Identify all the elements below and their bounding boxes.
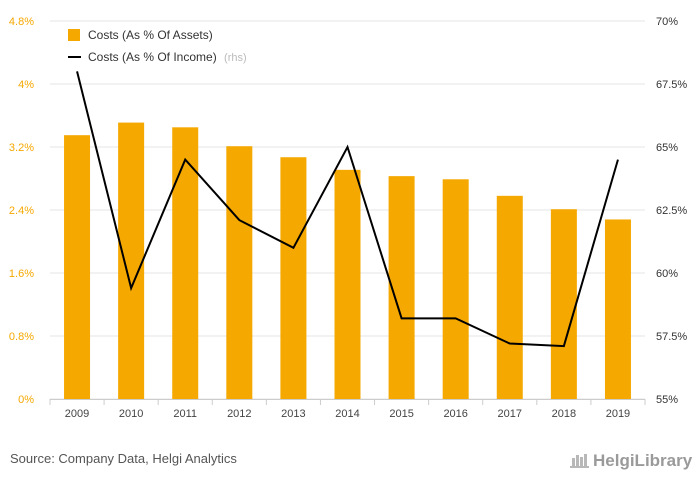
bar <box>226 146 253 399</box>
y-right-tick-label: 57.5% <box>656 331 687 343</box>
x-tick-label: 2009 <box>65 408 89 420</box>
bar <box>604 219 631 399</box>
legend-label-bar: Costs (As % Of Assets) <box>88 28 213 42</box>
y-left-tick-label: 1.6% <box>9 268 34 280</box>
brand-logo: HelgiLibrary <box>570 451 693 470</box>
legend-label-line: Costs (As % Of Income) <box>88 50 217 64</box>
legend-swatch-bar <box>68 29 80 41</box>
y-left-tick-label: 2.4% <box>9 205 34 217</box>
x-tick-label: 2011 <box>173 408 197 420</box>
x-tick-label: 2019 <box>606 408 630 420</box>
bar <box>64 135 91 399</box>
y-left-tick-label: 3.2% <box>9 142 34 154</box>
y-right-tick-label: 65% <box>656 142 678 154</box>
x-tick-label: 2014 <box>335 408 359 420</box>
bar <box>442 179 469 399</box>
bar <box>118 122 145 400</box>
x-tick-label: 2018 <box>552 408 576 420</box>
y-left-tick-label: 4.8% <box>9 16 34 28</box>
bar <box>550 209 577 399</box>
y-right-tick-label: 67.5% <box>656 79 687 91</box>
bar <box>388 176 415 399</box>
source-note: Source: Company Data, Helgi Analytics <box>10 451 237 466</box>
brand-name: HelgiLibrary <box>593 451 693 470</box>
bar <box>280 157 307 399</box>
legend-rhs-note: (rhs) <box>224 52 247 64</box>
x-tick-label: 2017 <box>498 408 522 420</box>
bar <box>172 127 199 399</box>
library-icon <box>570 454 589 468</box>
y-left-tick-label: 4% <box>18 79 34 91</box>
y-left-tick-label: 0.8% <box>9 331 34 343</box>
y-right-tick-label: 62.5% <box>656 205 687 217</box>
x-tick-label: 2013 <box>281 408 305 420</box>
y-right-tick-label: 70% <box>656 16 678 28</box>
bar <box>496 195 523 399</box>
y-right-tick-label: 60% <box>656 268 678 280</box>
bar-series <box>64 122 631 400</box>
y-left-tick-label: 0% <box>18 394 34 406</box>
x-tick-label: 2016 <box>443 408 467 420</box>
legend: Costs (As % Of Assets) Costs (As % Of In… <box>68 28 247 64</box>
legend-label-line-group: Costs (As % Of Income) (rhs) <box>88 50 247 64</box>
line-series <box>76 71 619 348</box>
x-tick-label: 2015 <box>389 408 413 420</box>
axes: 0% 0.8% 1.6% 2.4% 3.2% 4% 4.8% 55% 57.5% 60% 62.5%… <box>9 16 687 420</box>
bar <box>334 169 361 399</box>
y-right-tick-label: 55% <box>656 394 678 406</box>
x-tick-label: 2010 <box>119 408 143 420</box>
x-tick-label: 2012 <box>227 408 251 420</box>
